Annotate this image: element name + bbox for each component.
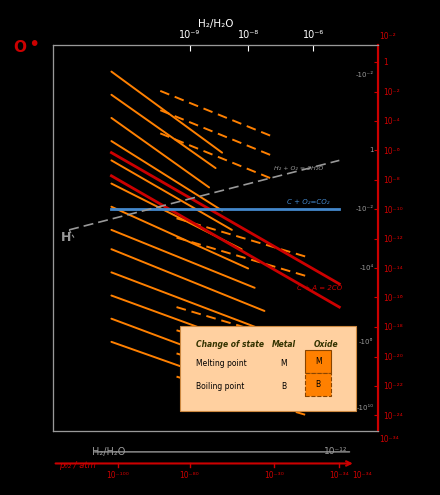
FancyBboxPatch shape: [305, 373, 331, 396]
Text: -10¹⁰: -10¹⁰: [356, 405, 374, 411]
Text: 1: 1: [369, 147, 374, 153]
FancyBboxPatch shape: [305, 349, 331, 373]
Text: 10⁻²: 10⁻²: [379, 32, 396, 41]
Text: •: •: [29, 36, 40, 54]
Text: H: H: [61, 231, 71, 244]
Text: B: B: [282, 382, 286, 392]
Text: O: O: [13, 40, 26, 55]
Text: -10⁴: -10⁴: [359, 265, 374, 271]
Text: C + A = 2CO: C + A = 2CO: [297, 285, 342, 291]
Text: M: M: [315, 357, 322, 366]
Text: -10⁶: -10⁶: [359, 339, 374, 345]
Text: 10⁻¹⁰⁰: 10⁻¹⁰⁰: [106, 471, 129, 480]
Text: p₀₂ / atm: p₀₂ / atm: [59, 461, 96, 470]
Text: H₂ + O₂ = 2H₂O: H₂ + O₂ = 2H₂O: [274, 166, 323, 171]
Text: Metal: Metal: [272, 340, 296, 349]
Text: 10⁻¹²: 10⁻¹²: [324, 447, 348, 456]
FancyBboxPatch shape: [180, 326, 356, 411]
X-axis label: H₂/H₂O: H₂/H₂O: [198, 19, 233, 29]
Text: H₂/H₂O: H₂/H₂O: [92, 447, 125, 457]
Text: Change of state: Change of state: [196, 340, 264, 349]
Text: C + O₂=CO₂: C + O₂=CO₂: [287, 199, 330, 205]
Text: 10⁻³⁰: 10⁻³⁰: [264, 471, 284, 480]
Text: -10⁻²: -10⁻²: [356, 205, 374, 212]
Text: Melting point: Melting point: [196, 359, 247, 368]
Text: 10⁻⁸⁰: 10⁻⁸⁰: [180, 471, 199, 480]
Text: Boiling point: Boiling point: [196, 382, 245, 392]
Text: -10⁻²: -10⁻²: [356, 72, 374, 78]
Text: 10⁻³⁴: 10⁻³⁴: [330, 471, 349, 480]
Text: 10⁻³⁴: 10⁻³⁴: [352, 471, 372, 480]
Text: 10⁻³⁴: 10⁻³⁴: [379, 435, 399, 444]
Text: Oxide: Oxide: [314, 340, 339, 349]
Text: B: B: [315, 380, 321, 389]
Text: M: M: [281, 359, 287, 368]
